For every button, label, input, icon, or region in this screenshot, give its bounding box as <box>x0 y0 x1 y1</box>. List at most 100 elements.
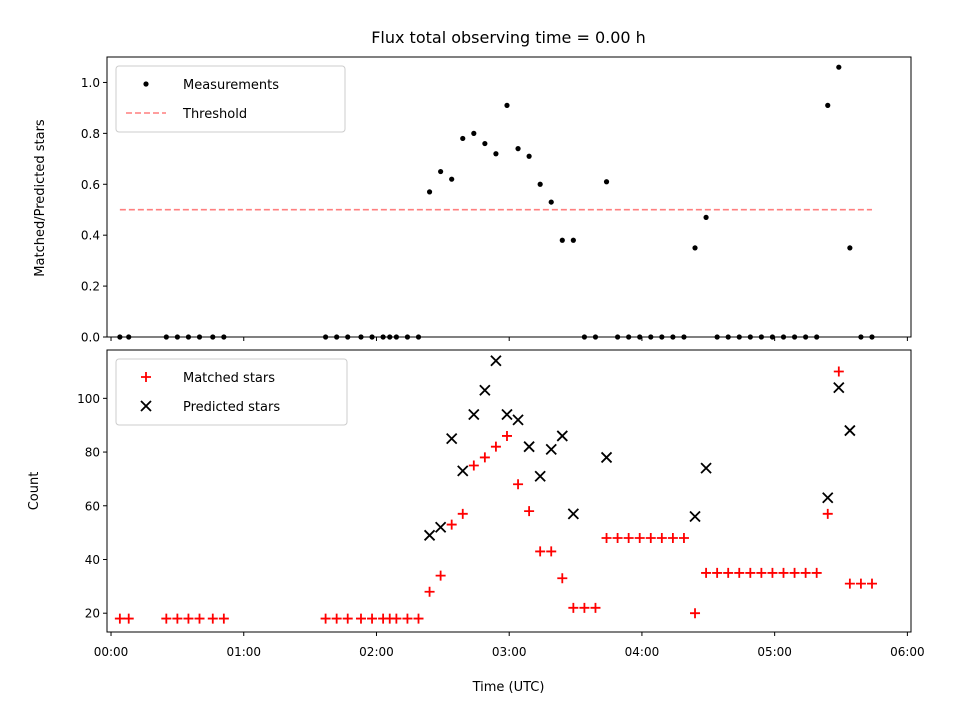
matched-stars-point <box>756 567 767 578</box>
predicted-stars-point <box>700 462 712 474</box>
matched-stars-point <box>183 613 194 624</box>
measurements-point <box>438 168 444 175</box>
matched-stars-point <box>844 578 855 589</box>
x-tick-label: 06:00 <box>890 645 925 659</box>
matched-stars-point <box>712 567 723 578</box>
y-tick-label: 0.6 <box>81 178 100 192</box>
measurements-point <box>322 334 329 340</box>
chart-title: Flux total observing time = 0.00 h <box>371 28 646 47</box>
matched-stars-point <box>557 573 568 584</box>
matched-stars-point <box>194 613 205 624</box>
matched-stars-point <box>468 460 479 471</box>
matched-stars-point <box>701 567 712 578</box>
x-tick-label: 00:00 <box>94 645 129 659</box>
matched-stars-point <box>723 567 734 578</box>
matched-stars-point <box>114 613 125 624</box>
matched-stars-point <box>123 613 134 624</box>
measurements-point <box>637 334 643 340</box>
matched-stars-point <box>690 608 701 619</box>
matched-stars-point <box>413 613 424 624</box>
measurements-point <box>358 334 364 340</box>
x-axis-label: Time (UTC) <box>472 680 545 695</box>
matched-stars-point <box>822 508 833 519</box>
predicted-stars-point <box>468 408 480 421</box>
legend-box <box>115 65 346 133</box>
measurements-point <box>570 237 576 243</box>
measurements-point <box>626 334 632 340</box>
predicted-stars-point <box>600 451 613 464</box>
legend-marker <box>143 81 149 87</box>
matched-stars-point <box>424 586 435 597</box>
matched-stars-point <box>501 430 512 441</box>
x-tick-label: 04:00 <box>625 645 660 659</box>
matched-stars-point <box>457 508 468 519</box>
matched-stars-point <box>513 479 524 490</box>
measurements-point <box>369 334 375 340</box>
predicted-stars-point <box>534 470 546 482</box>
matched-stars-point <box>789 567 800 578</box>
y-tick-label: 0.2 <box>81 280 100 294</box>
measurements-point <box>163 334 169 340</box>
measurements-point <box>814 334 820 340</box>
measurements-point <box>692 245 698 251</box>
matched-stars-point <box>342 613 353 624</box>
matched-stars-point <box>218 613 229 624</box>
matched-stars-point <box>479 452 490 463</box>
predicted-stars-point <box>689 510 701 523</box>
matched-stars-point <box>678 533 689 543</box>
measurements-point <box>460 135 466 142</box>
x-tick-label: 03:00 <box>492 645 527 659</box>
measurements-point <box>670 334 676 340</box>
measurements-point <box>614 334 621 340</box>
matched-stars-point <box>435 570 446 581</box>
measurements-point <box>736 334 742 340</box>
matched-stars-point <box>855 578 866 589</box>
measurements-point <box>769 334 776 340</box>
y-tick-label: 100 <box>77 392 100 406</box>
matched-stars-point <box>579 602 590 613</box>
measurements-point <box>504 102 510 108</box>
legend-label: Threshold <box>182 107 247 122</box>
measurements-point <box>847 245 853 251</box>
matched-stars-point <box>767 567 778 578</box>
measurements-point <box>334 334 340 340</box>
measurements-point <box>196 334 203 340</box>
measurements-point <box>747 334 753 340</box>
y-tick-label: 40 <box>85 553 100 567</box>
measurements-point <box>836 64 842 70</box>
predicted-stars-point <box>545 443 557 456</box>
matched-stars-point <box>833 366 844 377</box>
matched-stars-point <box>601 533 612 543</box>
measurements-point <box>526 153 532 159</box>
matched-stars-point <box>320 613 331 624</box>
matched-stars-point <box>634 533 645 543</box>
measurements-point <box>681 334 687 340</box>
measurements-point <box>210 334 216 340</box>
matched-stars-point <box>161 613 172 624</box>
panel-2-ylabel: Count <box>27 472 42 511</box>
matched-stars-point <box>866 578 877 589</box>
predicted-stars-point <box>822 492 834 504</box>
measurements-point <box>387 334 393 340</box>
measurements-point <box>581 334 588 340</box>
measurements-point <box>415 334 422 340</box>
predicted-stars-point <box>501 408 513 421</box>
matched-stars-point <box>811 567 822 578</box>
measurements-point <box>221 334 227 340</box>
predicted-stars-point <box>833 381 845 394</box>
predicted-stars-point <box>434 521 447 533</box>
measurements-point <box>426 189 433 195</box>
ratio-panel: 0.0 0.2 0.4 0.6 0.8 1.0 Measurements Threshold <box>81 56 912 345</box>
measurements-point <box>648 334 654 340</box>
measurements-point <box>449 176 455 182</box>
x-tick-label: 01:00 <box>226 645 261 659</box>
matched-stars-point <box>667 533 678 543</box>
matched-stars-point <box>656 533 667 543</box>
measurements-point <box>825 102 831 108</box>
predicted-stars-point <box>446 432 458 445</box>
predicted-stars-point <box>556 430 568 442</box>
predicted-stars-point <box>490 355 502 367</box>
measurements-point <box>803 334 809 340</box>
panel-1-ylabel: Matched/Predicted stars <box>33 119 48 277</box>
